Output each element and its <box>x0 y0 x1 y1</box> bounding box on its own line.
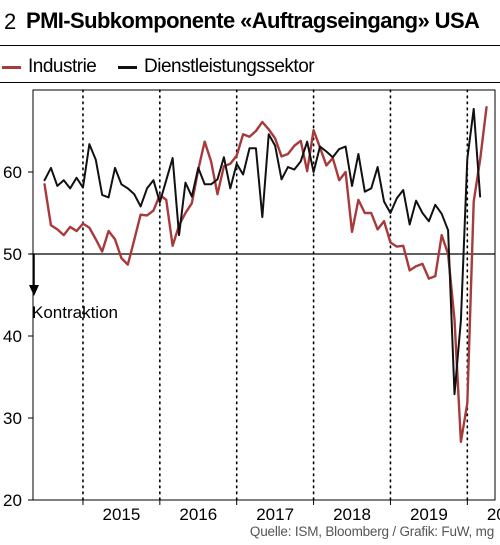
plot-frame <box>32 89 496 501</box>
contraction-arrow-head <box>29 285 39 296</box>
x-tick-label: 2017 <box>256 505 294 524</box>
series-line-industrie <box>43 106 488 443</box>
x-tick-label: 2020 <box>487 505 500 524</box>
legend-item-dienstleistung: Dienstleistungssektor <box>118 56 315 78</box>
figure-number: 2 <box>4 9 17 34</box>
series-line-dienstleistung <box>43 107 482 396</box>
source-note: Quelle: ISM, Bloomberg / Grafik: FuW, mg <box>249 524 494 539</box>
y-tick-label: 30 <box>3 409 22 428</box>
legend-label-industrie: Industrie <box>28 56 97 77</box>
x-tick-label: 2015 <box>102 505 140 524</box>
contraction-label: Kontraktion <box>32 303 118 322</box>
x-tick-label: 2019 <box>410 505 448 524</box>
y-tick-label: 60 <box>3 163 22 182</box>
header-rule <box>0 45 500 46</box>
x-tick-label: 2016 <box>179 505 217 524</box>
legend-item-industrie: Industrie <box>2 56 97 78</box>
chart-title: PMI-Subkomponente «Auftragseingang» USA <box>26 8 480 33</box>
legend-swatch-dienstleistung <box>118 65 137 69</box>
legend-rule <box>0 82 500 83</box>
y-tick-label: 20 <box>3 491 22 510</box>
legend: Industrie Dienstleistungssektor <box>0 54 500 82</box>
chart-header: 2 PMI-Subkomponente «Auftragseingang» US… <box>0 0 500 44</box>
legend-label-dienstleistung: Dienstleistungssektor <box>144 56 315 77</box>
y-tick-label: 50 <box>3 245 22 264</box>
y-tick-label: 40 <box>3 327 22 346</box>
legend-swatch-industrie <box>2 65 21 69</box>
x-tick-label: 2018 <box>333 505 371 524</box>
